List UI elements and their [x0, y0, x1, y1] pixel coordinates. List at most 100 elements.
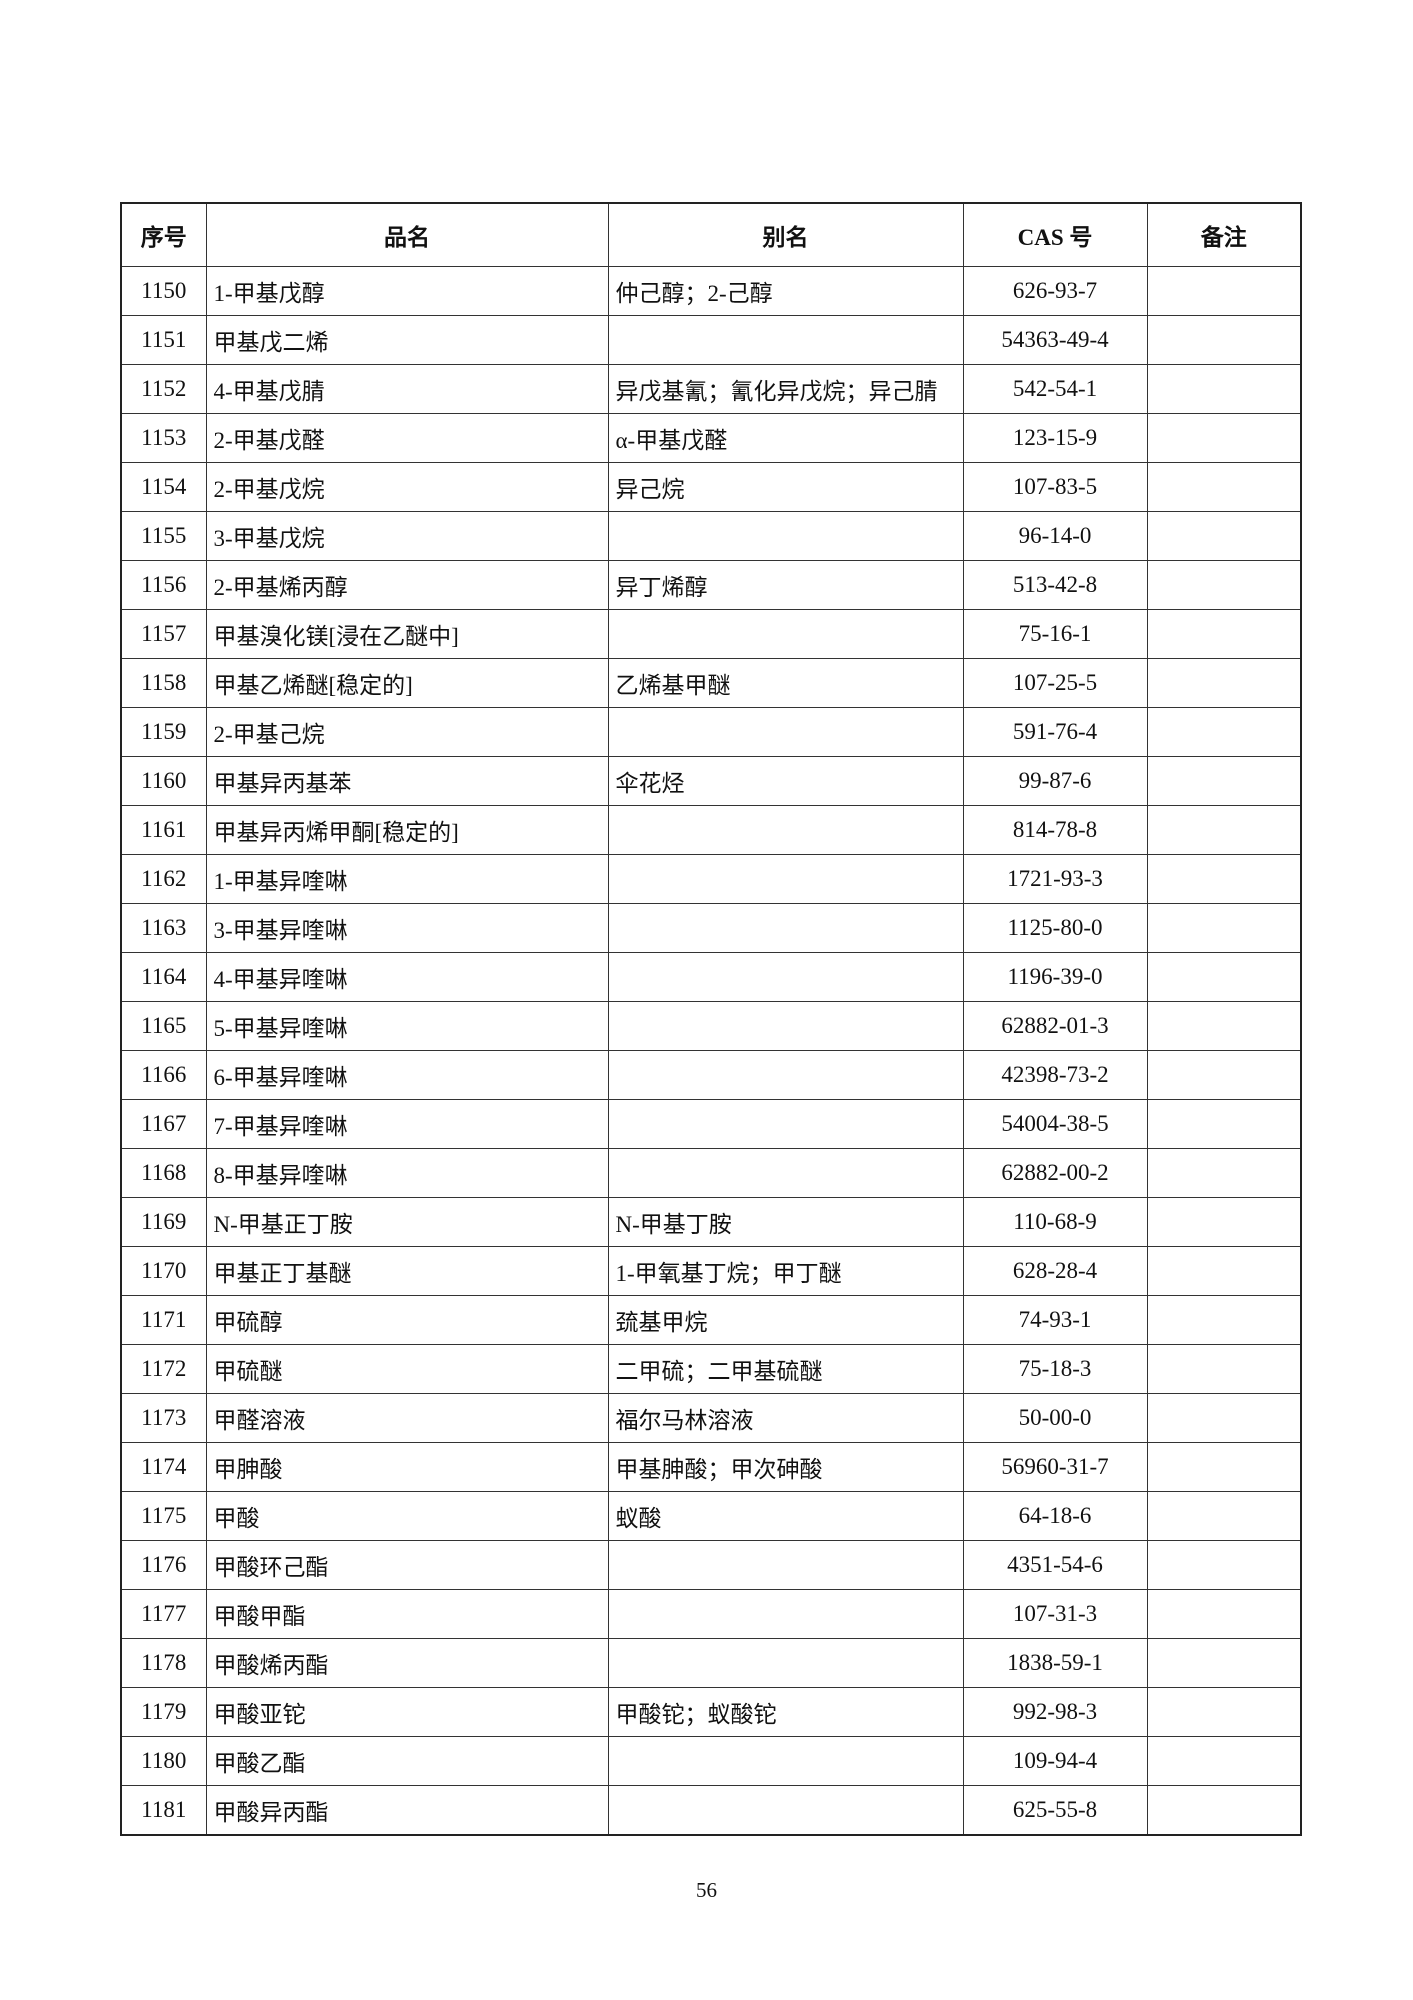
table-row: 1154 2-甲基戊烷 异己烷 107-83-5 [120, 462, 1302, 512]
serial-number: 1177 [120, 1589, 207, 1639]
remark [1146, 1295, 1302, 1345]
cas-number: 1196-39-0 [962, 952, 1148, 1002]
table-row: 1150 1-甲基戊醇 仲己醇；2-己醇 626-93-7 [120, 266, 1302, 316]
serial-number: 1153 [120, 413, 207, 463]
cas-number: 109-94-4 [962, 1736, 1148, 1786]
cas-number: 1721-93-3 [962, 854, 1148, 904]
alias [607, 903, 964, 953]
remark [1146, 1246, 1302, 1296]
alias [607, 1540, 964, 1590]
cas-number: 992-98-3 [962, 1687, 1148, 1737]
alias [607, 1148, 964, 1198]
table-row: 1156 2-甲基烯丙醇 异丁烯醇 513-42-8 [120, 560, 1302, 610]
remark [1146, 560, 1302, 610]
alias: 1-甲氧基丁烷；甲丁醚 [607, 1246, 964, 1296]
product-name: 2-甲基烯丙醇 [205, 560, 609, 610]
column-header: CAS 号 [962, 202, 1148, 267]
cas-number: 1838-59-1 [962, 1638, 1148, 1688]
cas-number: 56960-31-7 [962, 1442, 1148, 1492]
alias: 异丁烯醇 [607, 560, 964, 610]
remark [1146, 1589, 1302, 1639]
remark [1146, 1540, 1302, 1590]
serial-number: 1172 [120, 1344, 207, 1394]
cas-number: 4351-54-6 [962, 1540, 1148, 1590]
remark [1146, 511, 1302, 561]
product-name: 甲酸异丙酯 [205, 1785, 609, 1836]
remark [1146, 1393, 1302, 1443]
serial-number: 1164 [120, 952, 207, 1002]
table-row: 1159 2-甲基己烷 591-76-4 [120, 707, 1302, 757]
table-row: 1168 8-甲基异喹啉 62882-00-2 [120, 1148, 1302, 1198]
alias: 异己烷 [607, 462, 964, 512]
remark [1146, 413, 1302, 463]
table-row: 1161 甲基异丙烯甲酮[稳定的] 814-78-8 [120, 805, 1302, 855]
product-name: 2-甲基己烷 [205, 707, 609, 757]
serial-number: 1168 [120, 1148, 207, 1198]
product-name: 甲酸 [205, 1491, 609, 1541]
serial-number: 1158 [120, 658, 207, 708]
table-row: 1157 甲基溴化镁[浸在乙醚中] 75-16-1 [120, 609, 1302, 659]
page-number: 56 [696, 1878, 717, 1902]
product-name: 8-甲基异喹啉 [205, 1148, 609, 1198]
serial-number: 1150 [120, 266, 207, 316]
cas-number: 96-14-0 [962, 511, 1148, 561]
remark [1146, 1442, 1302, 1492]
product-name: N-甲基正丁胺 [205, 1197, 609, 1247]
remark [1146, 462, 1302, 512]
alias [607, 1050, 964, 1100]
serial-number: 1167 [120, 1099, 207, 1149]
cas-number: 42398-73-2 [962, 1050, 1148, 1100]
serial-number: 1162 [120, 854, 207, 904]
alias: 仲己醇；2-己醇 [607, 266, 964, 316]
product-name: 甲基戊二烯 [205, 315, 609, 365]
serial-number: 1180 [120, 1736, 207, 1786]
alias: 二甲硫；二甲基硫醚 [607, 1344, 964, 1394]
table-row: 1175 甲酸 蚁酸 64-18-6 [120, 1491, 1302, 1541]
product-name: 4-甲基戊腈 [205, 364, 609, 414]
cas-number: 62882-00-2 [962, 1148, 1148, 1198]
product-name: 3-甲基异喹啉 [205, 903, 609, 953]
alias: 甲酸铊；蚁酸铊 [607, 1687, 964, 1737]
serial-number: 1173 [120, 1393, 207, 1443]
product-name: 甲胂酸 [205, 1442, 609, 1492]
table-row: 1164 4-甲基异喹啉 1196-39-0 [120, 952, 1302, 1002]
serial-number: 1154 [120, 462, 207, 512]
serial-number: 1176 [120, 1540, 207, 1590]
table-row: 1180 甲酸乙酯 109-94-4 [120, 1736, 1302, 1786]
alias [607, 805, 964, 855]
alias [607, 854, 964, 904]
remark [1146, 1638, 1302, 1688]
serial-number: 1181 [120, 1785, 207, 1836]
remark [1146, 1197, 1302, 1247]
remark [1146, 805, 1302, 855]
cas-number: 107-31-3 [962, 1589, 1148, 1639]
cas-number: 542-54-1 [962, 364, 1148, 414]
product-name: 3-甲基戊烷 [205, 511, 609, 561]
alias [607, 1638, 964, 1688]
table-row: 1172 甲硫醚 二甲硫；二甲基硫醚 75-18-3 [120, 1344, 1302, 1394]
serial-number: 1156 [120, 560, 207, 610]
product-name: 1-甲基戊醇 [205, 266, 609, 316]
column-header: 备注 [1146, 202, 1302, 267]
alias: 伞花烃 [607, 756, 964, 806]
table-row: 1170 甲基正丁基醚 1-甲氧基丁烷；甲丁醚 628-28-4 [120, 1246, 1302, 1296]
product-name: 甲醛溶液 [205, 1393, 609, 1443]
table-row: 1181 甲酸异丙酯 625-55-8 [120, 1785, 1302, 1836]
product-name: 7-甲基异喹啉 [205, 1099, 609, 1149]
alias: N-甲基丁胺 [607, 1197, 964, 1247]
table-row: 1160 甲基异丙基苯 伞花烃 99-87-6 [120, 756, 1302, 806]
table-row: 1176 甲酸环己酯 4351-54-6 [120, 1540, 1302, 1590]
serial-number: 1152 [120, 364, 207, 414]
cas-number: 107-25-5 [962, 658, 1148, 708]
remark [1146, 1491, 1302, 1541]
cas-number: 64-18-6 [962, 1491, 1148, 1541]
cas-number: 62882-01-3 [962, 1001, 1148, 1051]
serial-number: 1174 [120, 1442, 207, 1492]
table-row: 1152 4-甲基戊腈 异戊基氰；氰化异戊烷；异己腈 542-54-1 [120, 364, 1302, 414]
serial-number: 1151 [120, 315, 207, 365]
alias: α-甲基戊醛 [607, 413, 964, 463]
remark [1146, 609, 1302, 659]
table-row: 1162 1-甲基异喹啉 1721-93-3 [120, 854, 1302, 904]
remark [1146, 756, 1302, 806]
cas-number: 513-42-8 [962, 560, 1148, 610]
